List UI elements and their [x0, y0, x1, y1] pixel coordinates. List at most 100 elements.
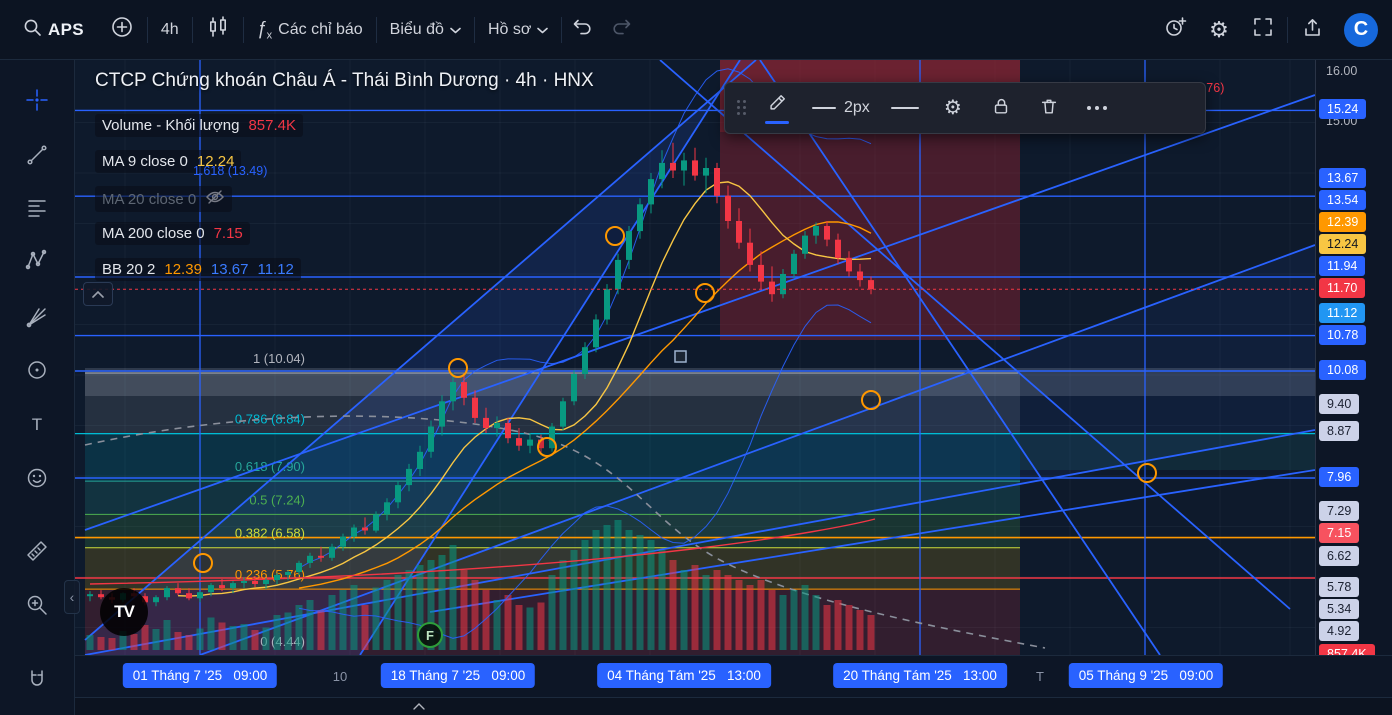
- measure-tool[interactable]: [14, 528, 60, 574]
- toolbar-separator: [146, 16, 148, 43]
- active-color-swatch: [765, 120, 789, 124]
- line-width-label: 2px: [844, 99, 870, 116]
- shape-tool[interactable]: [14, 347, 60, 393]
- magnet-tool[interactable]: [14, 657, 60, 703]
- pane-collapse-icon[interactable]: [413, 703, 425, 710]
- chart-legend: CTCP Chứng khoán Châu Á - Thái Bình Dươn…: [95, 70, 594, 281]
- volume-value: 857.4K: [248, 117, 296, 134]
- zoom-tool[interactable]: [14, 582, 60, 628]
- fan-lines-tool[interactable]: [14, 294, 60, 340]
- price-scale-label: 16.00: [1326, 64, 1358, 78]
- drawing-tools-sidebar: T: [0, 60, 75, 715]
- compare-add-button[interactable]: [97, 10, 147, 50]
- indicators-button[interactable]: ƒx Các chỉ báo: [244, 10, 376, 50]
- line-width-icon: [812, 107, 836, 109]
- price-badge: 13.67: [1319, 168, 1367, 188]
- svg-text:0 (4.44): 0 (4.44): [260, 634, 305, 649]
- price-badge: 7.15: [1319, 523, 1360, 543]
- price-badge: 857.4K: [1319, 644, 1375, 655]
- hide-sidebar-arrow[interactable]: ‹: [64, 580, 80, 614]
- time-axis[interactable]: 01 Tháng 7 '25 09:00 18 Tháng 7 '25 09:00…: [75, 655, 1392, 697]
- ma200-value: 7.15: [213, 225, 243, 242]
- financials-event-marker[interactable]: F: [417, 622, 443, 648]
- tradingview-logo[interactable]: TV: [100, 588, 148, 636]
- trend-line-tool[interactable]: [14, 132, 60, 178]
- toolbar-separator: [191, 16, 193, 43]
- eye-off-icon[interactable]: [205, 189, 225, 209]
- price-badge: 5.78: [1319, 577, 1360, 597]
- toolbar-separator: [473, 16, 475, 43]
- alert-button[interactable]: [1155, 10, 1195, 50]
- bb-label: BB 20 2: [102, 261, 156, 278]
- price-axis[interactable]: 16.00 15.00 15.24 13.67 13.54 12.39 12.24 11.94…: [1315, 60, 1392, 655]
- layout-label: Biểu đồ: [389, 20, 444, 38]
- redo-icon: [611, 16, 633, 43]
- lock-drawing-button[interactable]: [982, 88, 1020, 128]
- chart-canvas[interactable]: 1 (10.04) 0.786 (8.84) 0.618 (7.90) 0.5 (7.…: [75, 60, 1315, 655]
- chevron-down-icon: [537, 21, 549, 39]
- price-badge: 5.34: [1319, 599, 1360, 619]
- undo-button[interactable]: [562, 10, 602, 50]
- floating-drawing-toolbar: 2px ⚙: [724, 82, 1206, 134]
- interval-button[interactable]: 4h: [148, 10, 192, 50]
- price-badge: 7.96: [1319, 467, 1360, 487]
- trash-icon: [1039, 96, 1059, 121]
- share-button[interactable]: [1292, 10, 1332, 50]
- redo-button[interactable]: [602, 10, 642, 50]
- line-style-icon: [890, 107, 919, 109]
- price-badge: 15.24: [1319, 99, 1367, 119]
- drag-handle[interactable]: [737, 100, 747, 116]
- legend-bb-row[interactable]: BB 20 2 12.39 13.67 11.12: [95, 258, 301, 281]
- undo-icon: [571, 16, 593, 43]
- ma9-label: MA 9 close 0: [102, 153, 188, 170]
- svg-text:0.382 (6.58): 0.382 (6.58): [235, 526, 305, 541]
- legend-ma200-row[interactable]: MA 200 close 0 7.15: [95, 222, 250, 245]
- delete-drawing-button[interactable]: [1030, 88, 1068, 128]
- fullscreen-button[interactable]: [1243, 10, 1283, 50]
- more-options-button[interactable]: [1078, 88, 1116, 128]
- plus-circle-icon: [110, 15, 134, 44]
- line-width-button[interactable]: 2px: [806, 88, 876, 128]
- gear-icon: ⚙: [943, 97, 962, 119]
- toolbar-separator: [242, 16, 244, 43]
- interval-label: 4h: [160, 20, 179, 38]
- ellipsis-icon: [1086, 106, 1107, 110]
- search-icon: [23, 18, 42, 42]
- layout-menu-button[interactable]: Biểu đồ: [377, 10, 474, 50]
- price-badge: 13.54: [1319, 190, 1367, 210]
- settings-button[interactable]: ⚙: [1199, 10, 1239, 50]
- bb-upper-value: 13.67: [210, 261, 249, 278]
- legend-ma20-row[interactable]: MA 20 close 0: [95, 186, 233, 212]
- candlestick-icon: [206, 15, 230, 44]
- crosshair-tool[interactable]: [14, 77, 60, 123]
- legend-ma9-row[interactable]: MA 9 close 0 12.24: [95, 150, 242, 173]
- date-label: T: [1036, 669, 1044, 684]
- svg-text:T: T: [32, 415, 42, 434]
- text-tool[interactable]: T: [14, 401, 60, 447]
- chart-title: CTCP Chứng khoán Châu Á - Thái Bình Dươn…: [95, 70, 594, 91]
- price-badge: 4.92: [1319, 621, 1360, 641]
- price-badge: 12.24: [1319, 234, 1367, 254]
- legend-volume-row[interactable]: Volume - Khối lượng 857.4K: [95, 114, 303, 137]
- toolbar-separator: [375, 16, 377, 43]
- pattern-tool[interactable]: [14, 237, 60, 283]
- symbol-search-button[interactable]: APS: [10, 10, 97, 50]
- chevron-down-icon: [450, 21, 461, 39]
- svg-text:1 (10.04): 1 (10.04): [253, 351, 305, 366]
- fib-retracement-tool[interactable]: [14, 185, 60, 231]
- date-badge: 04 Tháng Tám '25 13:00: [597, 663, 771, 688]
- broker-logo[interactable]: C: [1344, 12, 1378, 47]
- emoji-tool[interactable]: [14, 455, 60, 501]
- pane-separator[interactable]: [75, 697, 1392, 715]
- lock-icon: [991, 96, 1011, 121]
- chart-drawing-surface[interactable]: 1 (10.04)0.786 (8.84)0.618 (7.90)0.5 (7.…: [75, 60, 1315, 655]
- svg-text:0.5 (7.24): 0.5 (7.24): [249, 492, 305, 507]
- profile-menu-button[interactable]: Hồ sơ: [475, 10, 561, 50]
- price-badge: 7.29: [1319, 501, 1360, 521]
- indicators-label: Các chỉ báo: [278, 20, 363, 38]
- legend-collapse-button[interactable]: [83, 282, 113, 306]
- line-style-button[interactable]: [886, 88, 924, 128]
- line-color-button[interactable]: [758, 88, 796, 128]
- drawing-settings-button[interactable]: ⚙: [934, 88, 972, 128]
- chart-style-button[interactable]: [193, 10, 243, 50]
